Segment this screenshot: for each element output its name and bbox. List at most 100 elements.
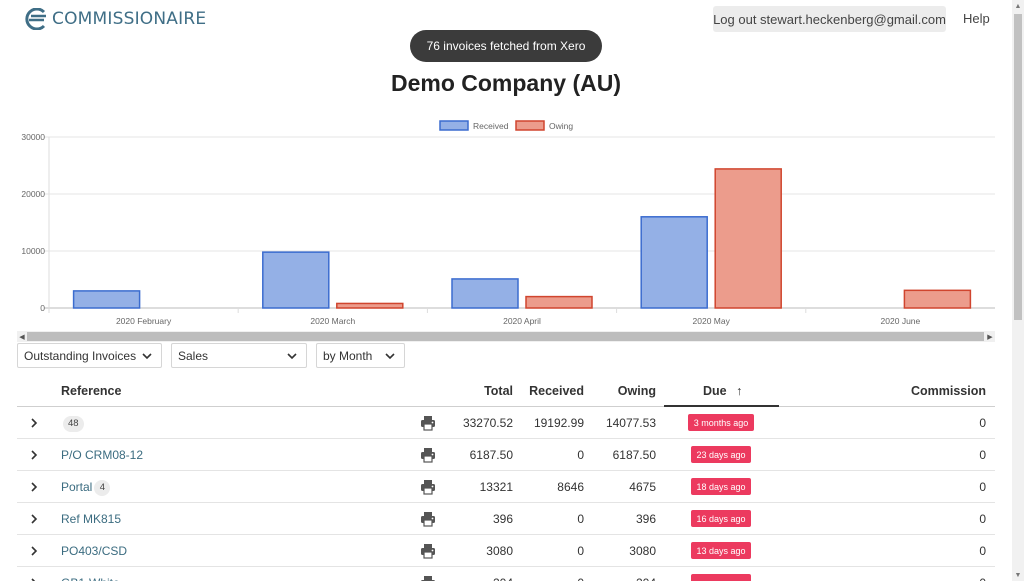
y-tick-label: 0: [40, 303, 45, 313]
chevron-right-icon[interactable]: [29, 417, 39, 429]
owing-cell: 14077.53: [605, 416, 656, 430]
chevron-right-icon[interactable]: [29, 577, 39, 581]
sort-ascending-icon: ↑: [736, 384, 743, 398]
x-tick-label: 2020 February: [116, 316, 172, 326]
column-header-reference[interactable]: Reference: [61, 384, 122, 398]
invoice-reference-link[interactable]: PO403/CSD: [61, 544, 128, 558]
scroll-right-icon[interactable]: ▶: [987, 333, 993, 341]
printer-icon[interactable]: [420, 543, 436, 559]
bar-received: [640, 216, 708, 309]
reference-cell: P/O CRM08-12: [61, 448, 143, 462]
owing-cell: 204: [587, 576, 656, 581]
received-cell: 0: [577, 512, 584, 526]
invoice-reference-link[interactable]: GB1-White: [61, 576, 120, 581]
brand-logo[interactable]: COMMISSIONAIRE: [22, 8, 206, 30]
commission-cell: 0: [979, 448, 986, 462]
commission-cell: 0: [979, 416, 986, 430]
printer-icon[interactable]: [420, 575, 436, 581]
bar-owing: [525, 295, 593, 309]
owing-cell: 396: [635, 512, 656, 526]
invoice-table: Reference Total Received Owing Due ↑ Com…: [17, 376, 995, 581]
chevron-down-icon: [385, 353, 395, 360]
invoice-status-value: Outstanding Invoices: [24, 348, 137, 363]
total-cell: 13321: [479, 480, 513, 494]
invoice-type-select[interactable]: Sales: [171, 343, 307, 368]
bar-received: [72, 290, 141, 309]
invoice-status-select[interactable]: Outstanding Invoices: [17, 343, 162, 368]
table-row[interactable]: Portal 4 13321 8646 4675 18 days ago 0: [17, 471, 995, 503]
owing-cell: 6187.50: [612, 448, 656, 462]
bar-received: [451, 278, 519, 309]
table-row[interactable]: P/O CRM08-12 6187.50 0 6187.50 23 days ago 0: [17, 439, 995, 471]
invoice-reference-link[interactable]: P/O CRM08-12: [61, 448, 144, 462]
chart-horizontal-scrollbar[interactable]: ◀ ▶: [17, 331, 995, 342]
notification-toast: 76 invoices fetched from Xero: [410, 30, 602, 62]
received-cell: 0: [577, 544, 584, 558]
due-status-badge: [691, 574, 751, 581]
scroll-up-icon[interactable]: ▲: [1014, 2, 1022, 10]
printer-icon[interactable]: [420, 511, 436, 527]
top-bar: COMMISSIONAIRE Log out stewart.heckenber…: [0, 0, 1012, 40]
due-status-badge: 18 days ago: [691, 478, 751, 495]
commission-cell: 0: [917, 576, 986, 581]
owing-cell: 4675: [629, 480, 656, 494]
due-header-label: Due: [703, 384, 727, 398]
table-row[interactable]: PO403/CSD 3080 0 3080 13 days ago 0: [17, 535, 995, 567]
commission-cell: 0: [979, 544, 986, 558]
table-row[interactable]: Ref MK815 396 0 396 16 days ago 0: [17, 503, 995, 535]
y-tick-label: 20000: [21, 189, 45, 199]
total-cell: 204: [447, 576, 513, 581]
scrollbar-thumb[interactable]: [27, 332, 984, 341]
column-header-commission[interactable]: Commission: [910, 384, 986, 398]
invoice-reference-link[interactable]: Portal: [61, 480, 93, 494]
column-header-total[interactable]: Total: [484, 384, 513, 398]
column-header-owing[interactable]: Owing: [617, 384, 656, 398]
chevron-down-icon: [287, 353, 297, 360]
scroll-left-icon[interactable]: ◀: [19, 333, 25, 341]
x-tick-label: 2020 June: [881, 316, 921, 326]
table-row[interactable]: GB1-White20402040: [17, 567, 995, 581]
reference-cell: 48: [61, 416, 84, 432]
printer-icon[interactable]: [420, 479, 436, 495]
column-header-received[interactable]: Received: [529, 384, 584, 398]
chevron-right-icon[interactable]: [29, 513, 39, 525]
table-row[interactable]: 48 33270.52 19192.99 14077.53 3 months ago 0: [17, 407, 995, 439]
logout-button[interactable]: Log out stewart.heckenberg@gmail.com: [713, 6, 946, 32]
received-cell: 8646: [557, 480, 584, 494]
reference-cell: GB1-White: [61, 576, 120, 581]
due-status-badge: 16 days ago: [691, 510, 751, 527]
commission-cell: 0: [979, 480, 986, 494]
reference-cell: Portal 4: [61, 480, 111, 496]
brand-name: COMMISSIONAIRE: [52, 9, 207, 29]
legend-label-received: Received: [473, 121, 509, 131]
printer-icon[interactable]: [420, 415, 436, 431]
x-tick-label: 2020 April: [503, 316, 541, 326]
chevron-right-icon[interactable]: [29, 545, 39, 557]
column-header-due[interactable]: Due ↑: [703, 384, 742, 398]
chevron-right-icon[interactable]: [29, 449, 39, 461]
legend-swatch-owing: [515, 120, 545, 131]
commission-cell: 0: [979, 512, 986, 526]
reference-cell: Ref MK815: [61, 512, 121, 526]
help-link[interactable]: Help: [963, 11, 990, 26]
chevron-right-icon[interactable]: [29, 481, 39, 493]
x-tick-label: 2020 May: [693, 316, 731, 326]
received-cell: 0: [577, 448, 584, 462]
table-body: 48 33270.52 19192.99 14077.53 3 months ago 0 P…: [17, 407, 995, 581]
y-tick-label: 30000: [21, 132, 45, 142]
scroll-down-icon[interactable]: ▼: [1014, 571, 1022, 579]
bar-owing: [336, 302, 404, 309]
page-title: Demo Company (AU): [390, 70, 621, 96]
page-vertical-scrollbar[interactable]: ▲ ▼: [1012, 0, 1024, 581]
invoice-count-badge: 48: [63, 416, 84, 432]
chevron-down-icon: [142, 353, 152, 360]
total-cell: 33270.52: [462, 416, 513, 430]
bar-owing: [714, 168, 782, 309]
x-tick-label: 2020 March: [310, 316, 355, 326]
scrollbar-thumb[interactable]: [1014, 14, 1022, 320]
invoice-reference-link[interactable]: Ref MK815: [61, 512, 122, 526]
total-cell: 396: [492, 512, 513, 526]
y-tick-label: 10000: [21, 246, 45, 256]
grouping-select[interactable]: by Month: [316, 343, 405, 368]
printer-icon[interactable]: [420, 447, 436, 463]
